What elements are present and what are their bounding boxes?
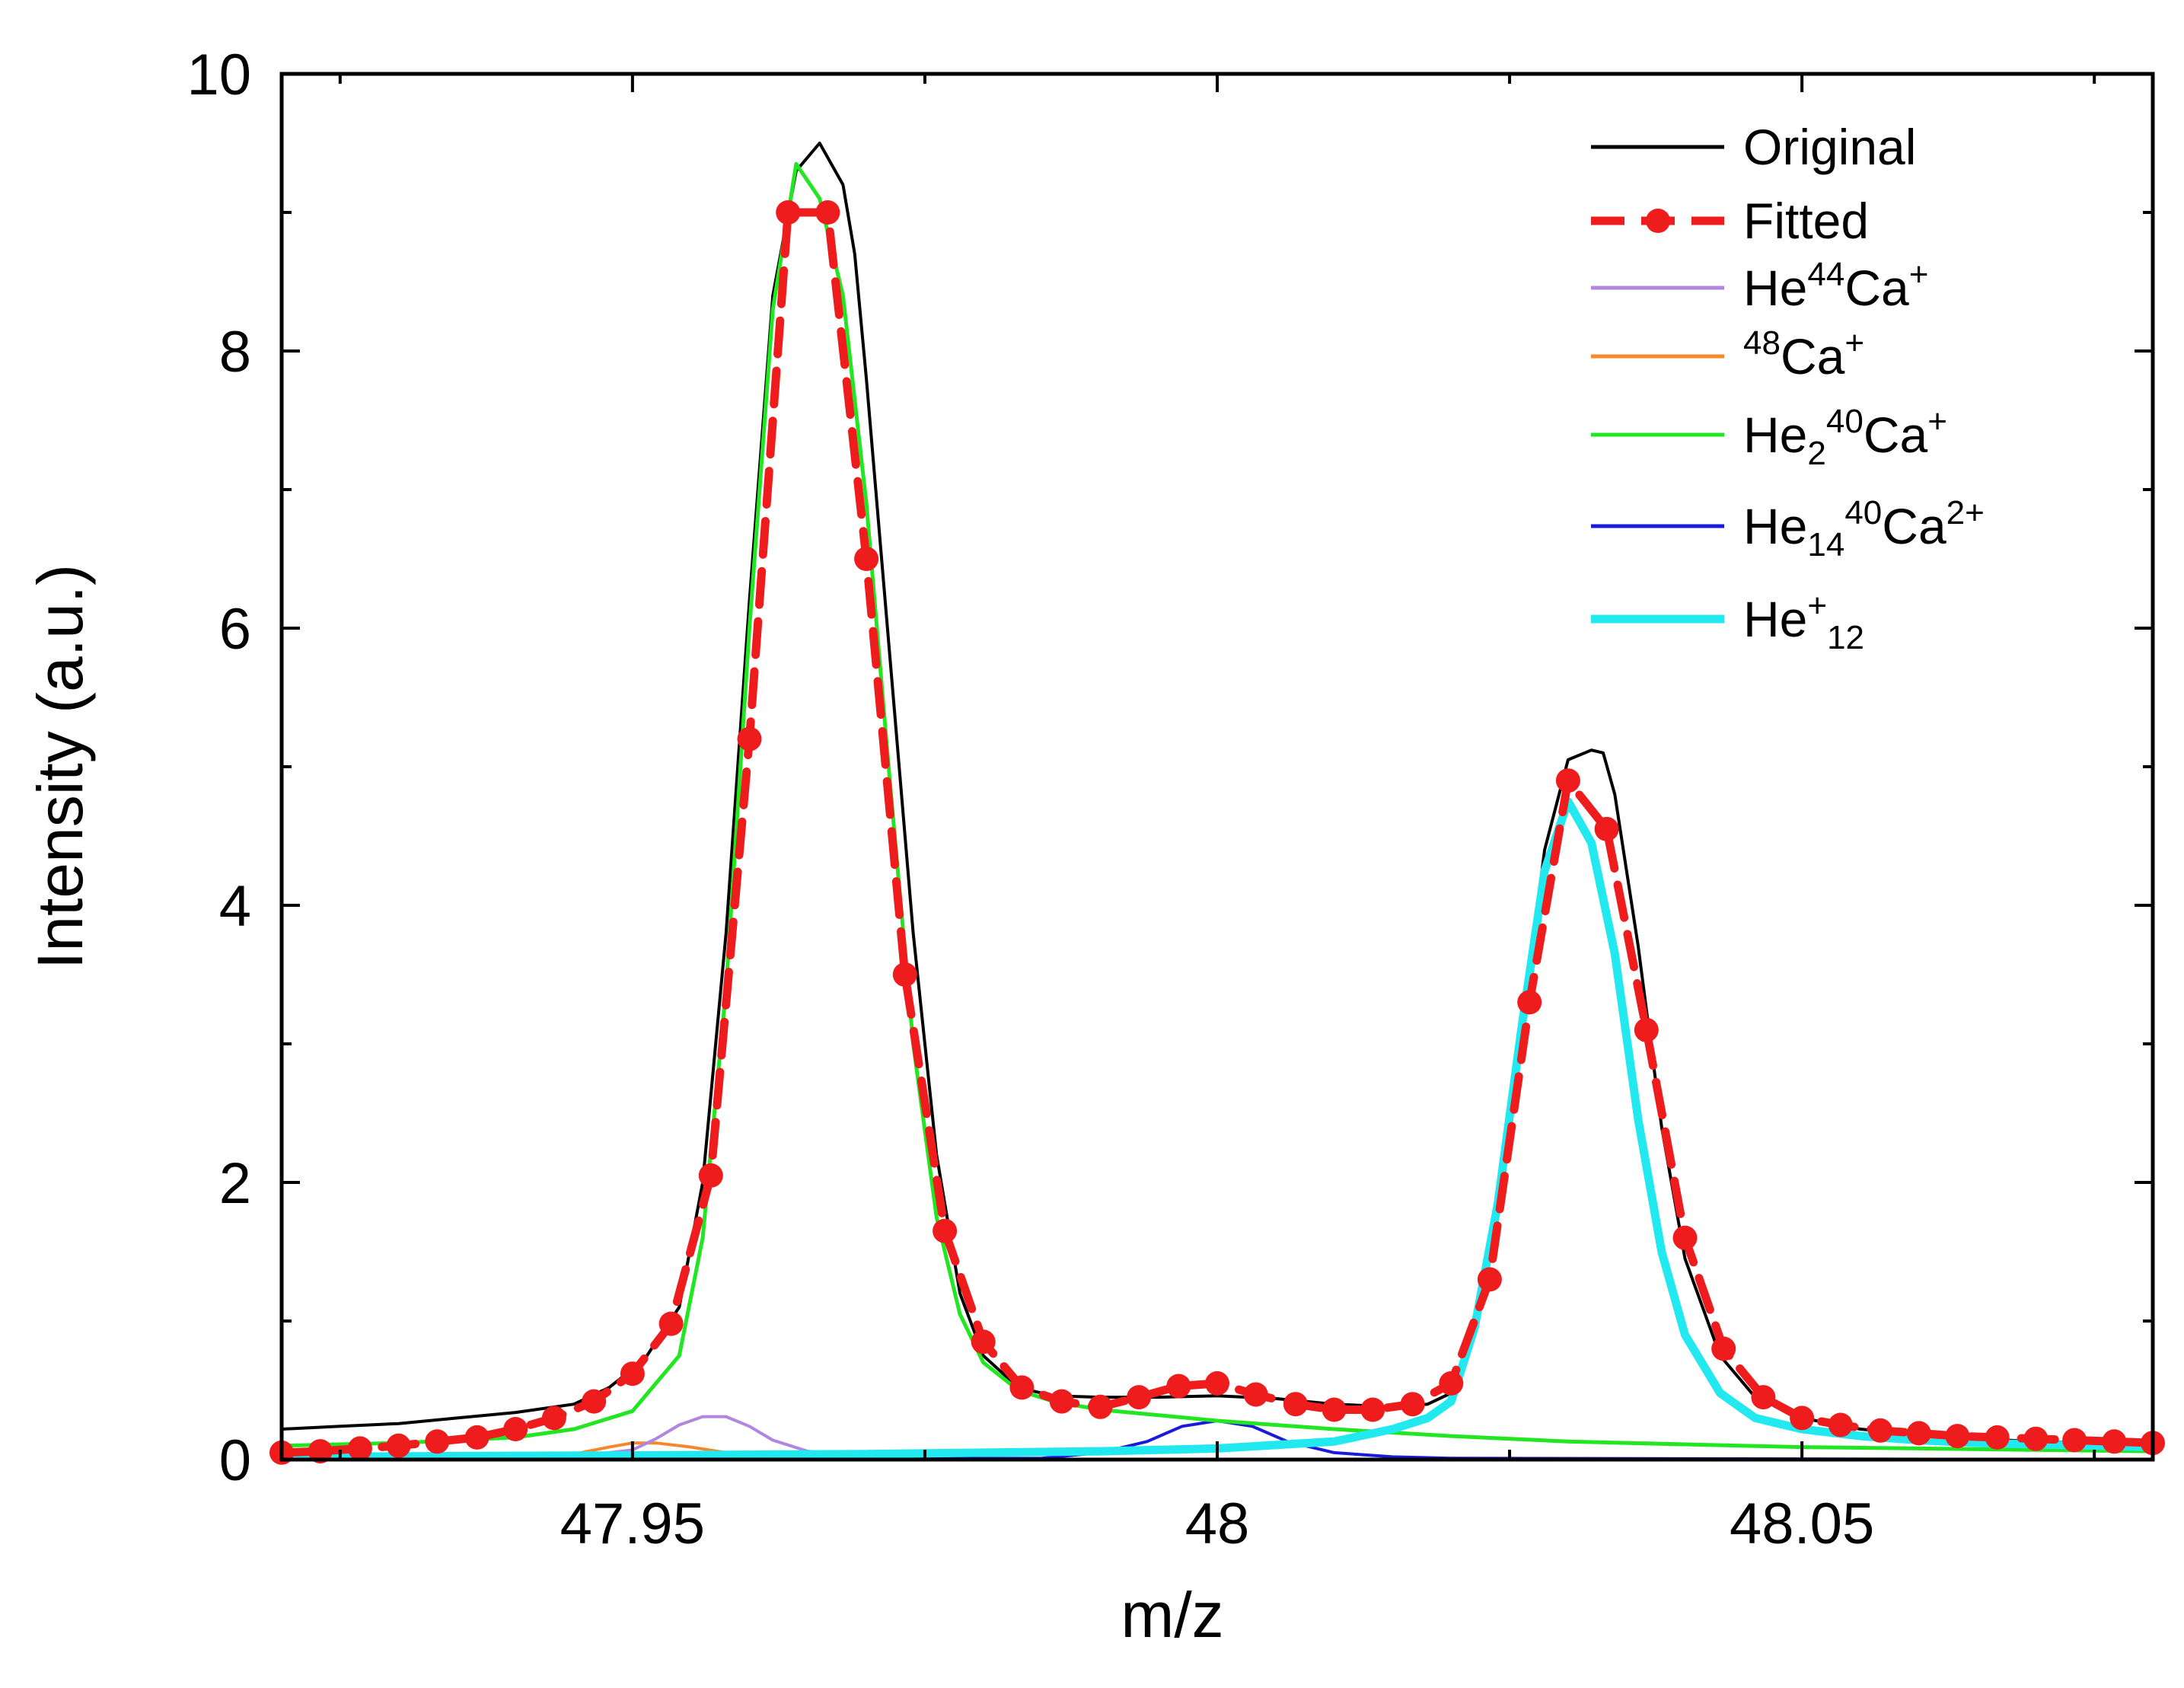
- fitted-point: [1828, 1412, 1853, 1438]
- legend-label-original: Original: [1743, 119, 1916, 175]
- fitted-point: [1555, 768, 1580, 793]
- fitted-point: [2023, 1426, 2048, 1451]
- fitted-point: [1594, 816, 1619, 841]
- fitted-point: [582, 1389, 607, 1414]
- fitted-point: [776, 200, 801, 225]
- plot-frame: [279, 72, 2155, 1462]
- legend-label-he14ca: He1440Ca2+: [1743, 494, 1985, 563]
- series-line-original: [280, 142, 2154, 1446]
- fitted-point: [1868, 1418, 1893, 1443]
- fitted-point: [1127, 1385, 1152, 1410]
- series-line-he240caplus: [279, 161, 2155, 1453]
- y-tick-label: 4: [219, 874, 251, 939]
- fitted-point: [1517, 990, 1542, 1015]
- fitted-point: [1634, 1017, 1659, 1042]
- series-layer: [269, 142, 2165, 1465]
- fitted-point: [541, 1406, 566, 1431]
- fitted-point: [1322, 1397, 1347, 1422]
- x-tick-label: 48.05: [1730, 1492, 1874, 1556]
- fitted-point: [2062, 1428, 2087, 1453]
- fitted-point: [658, 1311, 684, 1336]
- fitted-point: [620, 1361, 645, 1386]
- legend-label-he12: He+12: [1743, 587, 1864, 656]
- fitted-point: [854, 547, 879, 571]
- fitted-point: [1400, 1392, 1425, 1417]
- fitted-point: [1243, 1382, 1268, 1407]
- fitted-point: [933, 1218, 958, 1243]
- fitted-point: [971, 1329, 996, 1355]
- legend-label-fitted: Fitted: [1743, 193, 1869, 249]
- fitted-point: [347, 1436, 372, 1461]
- x-tick-label: 47.95: [560, 1492, 705, 1556]
- fitted-point: [1088, 1394, 1113, 1419]
- fitted-point: [1009, 1375, 1035, 1400]
- fitted-point: [737, 726, 762, 751]
- y-axis-title: Intensity (a.u.): [24, 564, 96, 969]
- y-tick-label: 6: [219, 597, 251, 662]
- series-line-heplus12: [277, 797, 2157, 1461]
- fitted-point: [1790, 1406, 1815, 1431]
- fitted-point: [1205, 1371, 1229, 1396]
- y-tick-label: 8: [219, 320, 251, 385]
- tick-layer: 47.95 48 48.05 0 2 4 6 8 10: [187, 43, 2153, 1556]
- x-tick-label: 48: [1185, 1492, 1250, 1556]
- fitted-point: [1360, 1397, 1385, 1422]
- fitted-point: [425, 1429, 450, 1454]
- fitted-point: [1283, 1392, 1308, 1417]
- fitted-point: [503, 1417, 528, 1441]
- fitted-point: [1945, 1424, 1970, 1449]
- fitted-point: [1672, 1225, 1698, 1250]
- fitted-point: [308, 1439, 333, 1464]
- legend: Original Fitted He44Ca+ 48Ca+ He240Ca+ H…: [1591, 119, 1985, 656]
- fitted-point: [815, 200, 840, 225]
- legend-label-ca48: 48Ca+: [1743, 324, 1864, 385]
- legend-label-he2ca: He240Ca+: [1743, 403, 1947, 472]
- fitted-point: [464, 1425, 489, 1450]
- y-tick-label: 0: [219, 1428, 251, 1493]
- fitted-point: [1985, 1425, 2010, 1450]
- y-tick-label: 2: [219, 1151, 251, 1216]
- fitted-point: [1439, 1371, 1464, 1396]
- x-axis-title: m/z: [1121, 1579, 1223, 1651]
- fitted-point: [1751, 1385, 1776, 1410]
- y-tick-label: 10: [187, 43, 251, 107]
- fitted-point: [1049, 1389, 1074, 1414]
- fitted-point: [1477, 1267, 1502, 1292]
- fitted-point: [698, 1163, 723, 1188]
- fitted-point: [1166, 1374, 1191, 1399]
- fitted-point: [386, 1433, 411, 1458]
- fitted-point: [1711, 1336, 1736, 1361]
- fitted-point: [892, 962, 917, 987]
- series-line-fitted: [277, 208, 2157, 1457]
- legend-label-he44ca: He44Ca+: [1743, 256, 1928, 316]
- fitted-point: [1906, 1421, 1931, 1446]
- fitted-point: [2102, 1429, 2127, 1454]
- legend-marker-fitted: [1646, 209, 1670, 233]
